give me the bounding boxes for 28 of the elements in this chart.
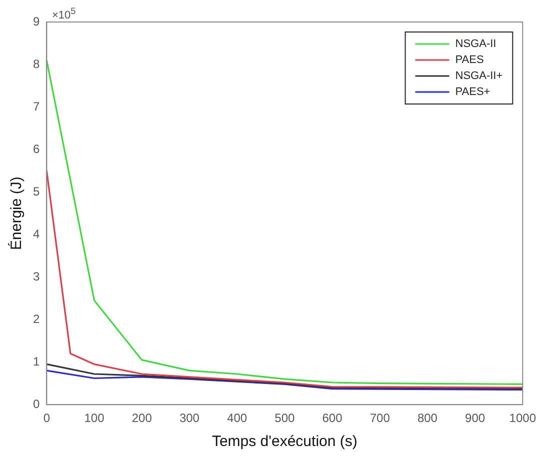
- y-tick-label: 8: [32, 56, 40, 71]
- x-tick-label: 200: [132, 411, 152, 426]
- legend-label: NSGA-II+: [455, 70, 503, 82]
- x-tick-label: 1000: [509, 411, 536, 426]
- legend-label: NSGA-II: [455, 38, 496, 50]
- y-tick-label: 4: [32, 226, 40, 241]
- x-tick-label: 700: [370, 411, 390, 426]
- x-tick-label: 100: [84, 411, 105, 426]
- legend-label: PAES+: [455, 86, 490, 98]
- y-tick-label: 1: [32, 354, 40, 368]
- x-tick-label: 500: [274, 411, 295, 426]
- legend-label: PAES: [455, 54, 484, 66]
- y-tick-label: 2: [32, 312, 40, 326]
- x-tick-label: 800: [417, 411, 438, 426]
- y-tick-label: 3: [32, 269, 40, 284]
- y-tick-label: 7: [32, 99, 40, 114]
- x-tick-label: 0: [43, 411, 50, 426]
- x-tick-label: 600: [322, 411, 343, 426]
- y-tick-label: 9: [32, 14, 40, 28]
- annotation: ×10$^{5}$: [52, 6, 76, 22]
- y-tick-label: 6: [32, 142, 40, 156]
- y-tick-label: 0: [32, 396, 40, 411]
- x-tick-label: 300: [179, 411, 200, 426]
- y-axis-title: Énergie (J): [7, 176, 26, 250]
- x-tick-label: 900: [465, 411, 486, 426]
- x-axis-title: Temps d'exécution (s): [212, 433, 358, 450]
- y-tick-label: 5: [32, 184, 40, 198]
- x-tick-label: 400: [227, 411, 248, 426]
